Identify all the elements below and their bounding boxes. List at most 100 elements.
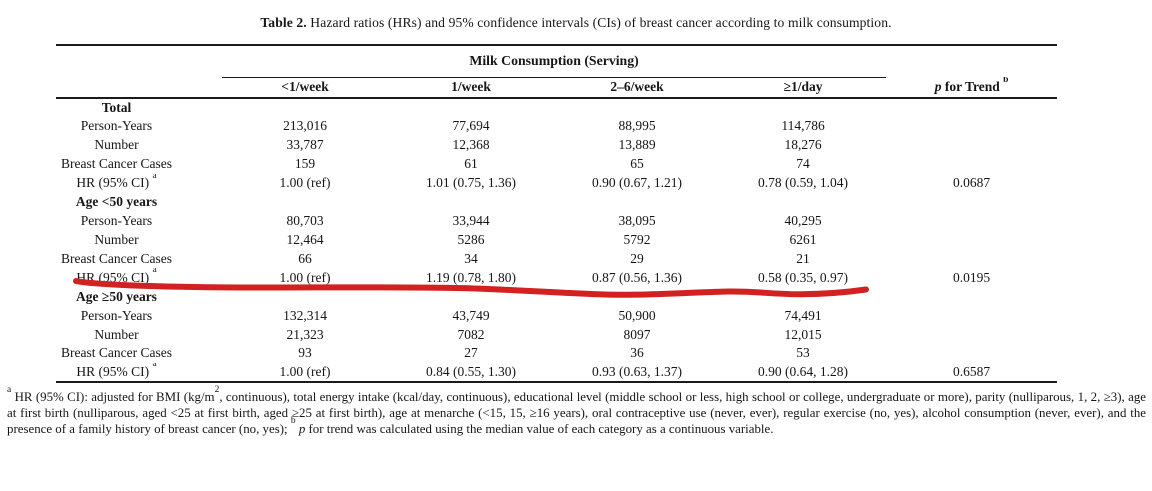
table-row: HR (95% CI) a 1.00 (ref) 1.01 (0.75, 1.36)… <box>56 174 1057 193</box>
data-cell: 0.87 (0.56, 1.36) <box>592 269 682 285</box>
footnote-marker-a: a <box>152 268 157 276</box>
p-value-cell <box>886 344 1057 363</box>
row-label: Breast Cancer Cases <box>61 250 172 266</box>
empty-cell <box>388 98 554 117</box>
row-label: Number <box>94 137 139 153</box>
section-label: Age ≥50 years <box>76 288 157 304</box>
empty-cell <box>720 98 886 117</box>
table-row: Breast Cancer Cases 93 27 36 53 <box>56 344 1057 363</box>
p-value-cell <box>886 155 1057 174</box>
data-cell: 53 <box>796 345 810 361</box>
empty-cell <box>222 193 388 212</box>
table-row: Number 21,323 7082 8097 12,015 <box>56 325 1057 344</box>
section-label: Age <50 years <box>75 194 158 210</box>
data-cell: 77,694 <box>452 118 490 134</box>
empty-cell <box>720 193 886 212</box>
data-cell: 12,015 <box>784 326 822 342</box>
data-cell: 18,276 <box>784 137 822 153</box>
p-value-cell <box>886 230 1057 249</box>
data-cell: 61 <box>464 156 478 172</box>
table-footnote: a HR (95% CI): adjusted for BMI (kg/m2, … <box>7 385 1147 437</box>
p-value-cell <box>886 136 1057 155</box>
data-cell: 1.00 (ref) <box>279 363 331 379</box>
row-label: Person-Years <box>80 307 153 323</box>
p-value-cell <box>886 212 1057 231</box>
data-cell: 12,368 <box>452 137 490 153</box>
footnote-b-marker: b <box>290 416 296 427</box>
section-label: Total <box>101 99 132 115</box>
table-row: Person-Years 132,314 43,749 50,900 74,491 <box>56 306 1057 325</box>
data-cell: 0.90 (0.64, 1.28) <box>758 363 849 379</box>
empty-cell <box>886 98 1057 117</box>
data-cell: 0.78 (0.59, 1.04) <box>758 175 849 191</box>
data-cell: 13,889 <box>618 137 656 153</box>
milk-consumption-span-header: Milk Consumption (Serving) <box>222 45 887 78</box>
footnote-text-1: HR (95% CI): adjusted for BMI (kg/m <box>11 390 215 404</box>
data-cell: 12,464 <box>286 231 324 247</box>
data-cell: 1.00 (ref) <box>279 175 331 191</box>
data-cell: 132,314 <box>283 307 327 323</box>
data-cell: 74 <box>796 156 810 172</box>
p-value-cell <box>886 117 1057 136</box>
empty-cell <box>388 193 554 212</box>
section-header-row: Total <box>56 98 1057 117</box>
column-header-lt1-week: <1/week <box>281 79 329 95</box>
footnote-marker-b: b <box>1003 77 1009 85</box>
footnote-a-marker: a <box>7 384 12 395</box>
data-cell: 65 <box>630 156 644 172</box>
data-cell: 33,944 <box>452 212 490 228</box>
row-label: HR (95% CI) a <box>56 174 222 193</box>
empty-cell <box>222 98 388 117</box>
table-header: Milk Consumption (Serving) <1/week 1/wee… <box>56 45 1058 98</box>
row-label: HR (95% CI) a <box>56 363 222 382</box>
column-header-p-for-trend: p for Trend b <box>886 77 1057 98</box>
footnote-text-2: , continuous), total energy intake (kcal… <box>7 390 1147 436</box>
section-header-row: Age ≥50 years <box>56 287 1057 306</box>
row-label: Person-Years <box>80 118 153 134</box>
table-row: Breast Cancer Cases 159 61 65 74 <box>56 155 1057 174</box>
p-value-cell <box>886 306 1057 325</box>
table-caption: Table 2. Hazard ratios (HRs) and 95% con… <box>0 15 1152 31</box>
data-cell: 21 <box>796 250 810 266</box>
data-cell: 38,095 <box>618 212 656 228</box>
data-cell: 50,900 <box>618 307 656 323</box>
row-label: Breast Cancer Cases <box>61 156 172 172</box>
table-row: Person-Years 80,703 33,944 38,095 40,295 <box>56 212 1057 231</box>
column-header-2-6-week: 2–6/week <box>610 79 664 95</box>
data-cell: 5792 <box>623 231 651 247</box>
empty-cell <box>56 77 222 98</box>
footnote-marker-a: a <box>152 173 157 181</box>
column-header-row: <1/week 1/week 2–6/week ≥1/day p for Tre… <box>56 77 1057 98</box>
data-cell: 114,786 <box>781 118 825 134</box>
data-cell: 29 <box>630 250 644 266</box>
data-cell: 7082 <box>457 326 485 342</box>
row-label: Number <box>94 231 139 247</box>
column-header-ge1-day: ≥1/day <box>783 79 823 95</box>
table-row: Breast Cancer Cases 66 34 29 21 <box>56 249 1057 268</box>
data-cell: 34 <box>464 250 478 266</box>
span-header-row: Milk Consumption (Serving) <box>56 45 1057 78</box>
superscript-2: 2 <box>214 384 220 395</box>
p-trend-text: for Trend <box>941 79 1004 94</box>
data-cell: 66 <box>298 250 312 266</box>
table-body: Total Person-Years 213,016 77,694 88,995 114,… <box>56 98 1057 382</box>
table-caption-number: Table 2. <box>260 15 307 30</box>
data-cell: 27 <box>464 345 478 361</box>
data-cell: 80,703 <box>286 212 324 228</box>
empty-cell <box>720 287 886 306</box>
data-cell: 21,323 <box>286 326 324 342</box>
data-cell: 0.93 (0.63, 1.37) <box>592 363 682 379</box>
row-label: Person-Years <box>80 212 153 228</box>
column-header-1-week: 1/week <box>451 79 491 95</box>
data-cell: 5286 <box>457 231 485 247</box>
p-value-cell: 0.0687 <box>952 175 991 191</box>
data-cell: 0.90 (0.67, 1.21) <box>592 175 682 191</box>
data-cell: 6261 <box>789 231 817 247</box>
row-label: HR (95% CI) a <box>56 268 222 287</box>
p-value-cell <box>886 325 1057 344</box>
footnote-p-italic: p <box>298 421 306 436</box>
row-label: Number <box>94 326 139 342</box>
p-value-cell: 0.6587 <box>952 363 991 379</box>
data-cell: 43,749 <box>452 307 490 323</box>
